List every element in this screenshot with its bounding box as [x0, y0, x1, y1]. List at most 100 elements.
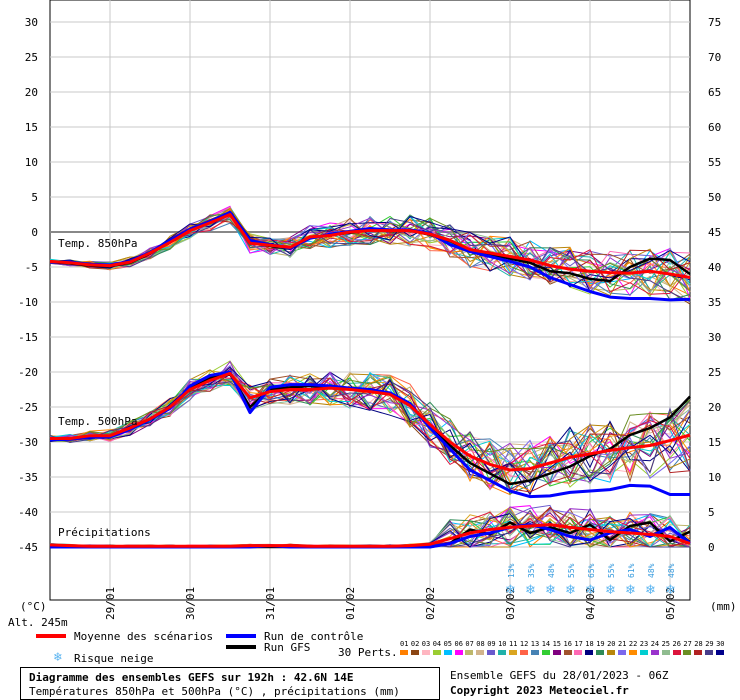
pert-number: 15: [552, 640, 562, 648]
snow-risk-label: 48%: [547, 563, 556, 578]
pert-number: 27: [683, 640, 692, 648]
pert-number: 21: [618, 640, 627, 648]
pert-number: 12: [519, 640, 529, 648]
pert-number: 09: [487, 640, 496, 648]
legend-label-gfs: Run GFS: [264, 641, 311, 654]
y-tick-label-left: 30: [25, 16, 38, 29]
pert-number: 03: [421, 640, 431, 648]
y-left-unit: (°C): [20, 600, 47, 613]
legend-label-snow: Risque neige: [74, 652, 154, 665]
y-tick-label-right: 15: [708, 436, 721, 449]
snowflake-icon: ❄: [625, 583, 636, 598]
pert-number: 16: [563, 640, 572, 648]
legend-swatch-control: [226, 634, 256, 638]
pert-number: 01: [400, 640, 409, 648]
pert-number: 25: [661, 640, 671, 648]
ensemble-line-t500: [49, 375, 691, 485]
y-tick-label-right: 40: [708, 261, 721, 274]
pert-swatch: [639, 650, 648, 655]
pert-swatch: [650, 650, 659, 655]
y-right-unit: (mm): [710, 600, 737, 613]
snow-risk-label: 55%: [607, 563, 616, 578]
y-axis-left: 30 25 20 15 10 5 0 -5 -10 -15 -20 -25 -30 -35 -40 -45: [18, 16, 38, 554]
info-box: Diagramme des ensembles GEFS sur 192h : …: [20, 667, 440, 700]
pert-swatch: [552, 650, 561, 655]
y-tick-label-left: 15: [25, 121, 38, 134]
snowflake-icon: ❄: [505, 583, 516, 598]
copyright: Copyright 2023 Meteociel.fr: [450, 684, 629, 697]
pert-swatch: [421, 650, 430, 655]
pert-number: 08: [476, 640, 485, 648]
series-line-precip: [49, 523, 691, 548]
pert-swatch: [509, 650, 517, 655]
pert-swatch: [410, 650, 419, 655]
y-tick-label-right: 35: [708, 296, 721, 309]
snow-risk-label: 35%: [527, 563, 536, 578]
y-tick-label-left: 0: [31, 226, 38, 239]
pert-swatch: [716, 650, 725, 655]
y-tick-label-left: -20: [18, 366, 38, 379]
snow-risk-label: 65%: [587, 563, 596, 578]
ensemble-line-t500: [49, 374, 691, 483]
pert-swatch: [454, 650, 463, 655]
snowflake-icon: ❄: [54, 650, 62, 665]
pert-number: 04: [432, 640, 442, 648]
snowflake-icon: ❄: [565, 583, 576, 598]
pert-swatch: [683, 650, 692, 655]
y-tick-label-right: 5: [708, 506, 715, 519]
x-axis: 29/01 30/01 31/01 01/02 02/02 03/02 04/02 05/02: [104, 587, 677, 620]
snowflake-icon: ❄: [525, 583, 536, 598]
pert-swatch: [596, 650, 605, 655]
snow-risk-label: 61%: [627, 563, 636, 578]
pert-number: 23: [639, 640, 649, 648]
pert-swatch: [530, 650, 539, 655]
pert-number: 13: [530, 640, 540, 648]
snow-risk-label: 48%: [667, 563, 676, 578]
pert-swatch: [443, 650, 452, 655]
pert-number: 18: [585, 640, 594, 648]
snow-risk-markers: 13% ❄ 35% ❄ 48% ❄ 55% ❄ 65% ❄ 55% ❄ 61% ❄ 48% ❄ 48% ❄: [505, 563, 676, 598]
y-tick-label-right: 70: [708, 51, 721, 64]
pert-swatch: [705, 650, 714, 655]
snow-risk-label: 48%: [647, 563, 656, 578]
pert-swatch: [618, 650, 626, 655]
legend-label-control: Run de contrôle: [264, 630, 364, 643]
pert-swatch: [672, 650, 681, 655]
y-tick-label-right: 60: [708, 121, 721, 134]
y-tick-label-left: -5: [25, 261, 38, 274]
snowflake-icon: ❄: [545, 583, 556, 598]
pert-swatch: [465, 650, 474, 655]
y-tick-label-right: 30: [708, 331, 721, 344]
info-subtitle: Températures 850hPa et 500hPa (°C) , pré…: [29, 685, 400, 698]
snow-risk-label: 55%: [567, 563, 576, 578]
series-line-t500: [50, 371, 691, 472]
legend-swatch-gfs: [226, 645, 256, 649]
pert-number: 05: [443, 640, 453, 648]
grid: [50, 0, 690, 600]
x-tick-label: 02/02: [424, 587, 437, 620]
panel-label-t850: Temp. 850hPa: [58, 237, 137, 250]
x-tick-label: 29/01: [104, 587, 117, 620]
y-tick-label-left: -10: [18, 296, 38, 309]
y-tick-label-left: -25: [18, 401, 38, 414]
pert-swatch: [432, 650, 441, 655]
series-line-t850: [49, 213, 691, 279]
snowflake-icon: ❄: [605, 583, 616, 598]
pert-swatch: [498, 650, 507, 655]
y-tick-label-left: 20: [25, 86, 38, 99]
pert-number: 07: [465, 640, 474, 648]
pert-swatch: [487, 650, 496, 655]
pert-swatch: [607, 650, 616, 655]
y-tick-label-right: 65: [708, 86, 721, 99]
pert-swatch: [476, 650, 485, 655]
y-tick-label-left: -30: [18, 436, 38, 449]
y-tick-label-right: 10: [708, 471, 721, 484]
snowflake-icon: ❄: [645, 583, 656, 598]
pert-number: 17: [574, 640, 583, 648]
run-info: Ensemble GEFS du 28/01/2023 - 06Z: [450, 669, 669, 682]
snowflake-icon: ❄: [665, 583, 676, 598]
x-tick-label: 05/02: [664, 587, 677, 620]
altitude-label: Alt. 245m: [8, 616, 68, 629]
pert-swatch: [694, 650, 703, 655]
